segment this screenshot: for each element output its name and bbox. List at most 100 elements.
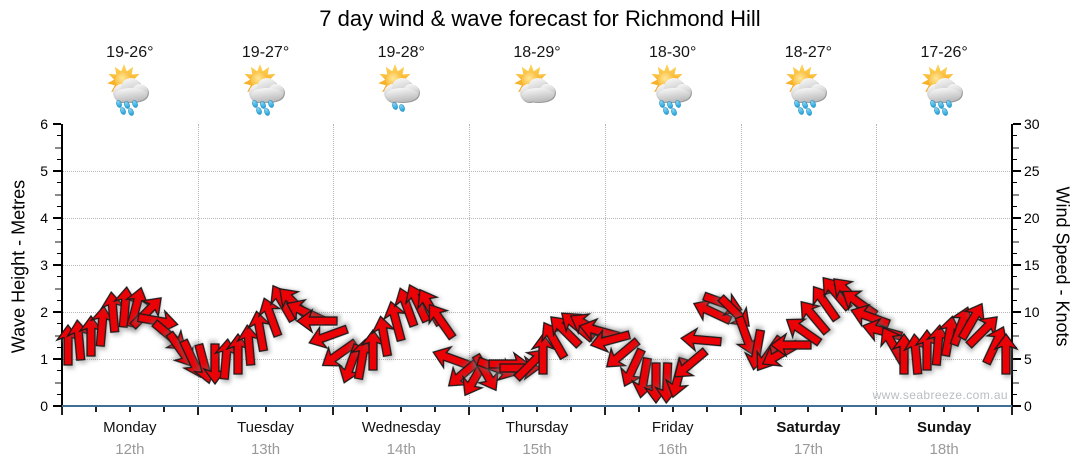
wind-arrow xyxy=(295,308,338,335)
left-axis-tick xyxy=(55,287,61,290)
left-axis-tick xyxy=(53,311,61,313)
right-axis-tick xyxy=(1013,170,1021,172)
x-axis-tick xyxy=(332,407,335,415)
left-axis-tick-label: 5 xyxy=(40,163,48,179)
day-name: Saturday xyxy=(776,419,841,436)
left-axis-tick xyxy=(55,146,61,149)
sun-cloud-showers-icon xyxy=(102,62,158,118)
x-axis-tick xyxy=(536,407,538,412)
temperature-range: 18-30° xyxy=(649,44,697,61)
left-axis-tick xyxy=(57,182,61,184)
left-axis-tick xyxy=(53,217,61,219)
wind-arrow xyxy=(605,337,641,368)
left-axis-tick xyxy=(53,358,61,360)
right-axis-tick-label: 5 xyxy=(1024,351,1032,367)
wind-arrow xyxy=(529,333,556,375)
sun-cloud-icon xyxy=(509,62,565,118)
wind-arrow xyxy=(679,327,722,353)
left-axis-tick xyxy=(57,323,61,325)
x-axis-tick xyxy=(298,407,301,412)
wind-arrow xyxy=(371,314,397,357)
right-axis-tick xyxy=(1013,323,1017,325)
x-axis-tick xyxy=(162,407,165,412)
day-name: Monday xyxy=(103,419,157,436)
x-axis-tick xyxy=(1011,407,1013,415)
day-date: 15th xyxy=(522,441,552,458)
right-axis-tick xyxy=(1013,334,1019,337)
right-axis-tick xyxy=(1013,205,1017,207)
left-axis-tick xyxy=(57,252,61,254)
left-axis-tick-label: 0 xyxy=(40,398,48,414)
right-axis-tick-label: 15 xyxy=(1024,257,1040,273)
right-axis-tick xyxy=(1013,276,1017,278)
wind-arrow xyxy=(382,301,408,343)
right-axis-tick xyxy=(1013,393,1017,395)
left-axis-tick xyxy=(55,193,61,196)
right-axis-tick-label: 30 xyxy=(1024,116,1040,132)
temperature-range: 19-26° xyxy=(106,44,154,61)
left-axis-tick xyxy=(57,346,61,348)
right-axis-title: Wind Speed - Knots xyxy=(1052,186,1073,347)
wind-arrow xyxy=(800,300,831,336)
left-axis-tick xyxy=(57,229,61,231)
horizontal-gridline xyxy=(62,171,1012,172)
left-axis-tick xyxy=(57,135,61,137)
wind-arrow xyxy=(246,310,273,352)
wind-arrow xyxy=(619,347,646,388)
day-name: Sunday xyxy=(917,419,972,436)
x-axis-tick xyxy=(128,407,131,412)
left-axis-tick xyxy=(57,370,61,372)
sun-cloud-light-showers-icon xyxy=(373,62,429,118)
left-axis-title: Wave Height - Metres xyxy=(8,179,29,354)
sun-cloud-showers-icon xyxy=(645,62,701,118)
x-axis-tick xyxy=(196,407,199,415)
x-axis-tick xyxy=(739,407,742,415)
right-axis-tick xyxy=(1013,240,1019,243)
x-axis-tick xyxy=(502,407,505,412)
wind-arrow xyxy=(785,318,823,347)
x-axis-tick xyxy=(61,407,63,415)
right-axis-tick xyxy=(1013,370,1017,372)
x-axis-tick xyxy=(841,407,844,412)
wind-arrow xyxy=(993,333,1019,375)
right-axis-tick xyxy=(1013,287,1019,290)
left-axis-tick xyxy=(53,405,61,407)
right-axis-tick-label: 10 xyxy=(1024,304,1040,320)
day-date: 16th xyxy=(658,441,688,458)
right-axis-tick xyxy=(1013,217,1021,219)
day-name: Tuesday xyxy=(237,419,295,436)
left-axis-tick-label: 6 xyxy=(40,116,48,132)
day-name: Wednesday xyxy=(361,419,441,436)
right-axis-tick xyxy=(1013,146,1019,149)
sun-cloud-showers-icon xyxy=(780,62,836,118)
right-axis-tick xyxy=(1013,229,1017,231)
right-axis-tick xyxy=(1013,381,1019,384)
day-date: 12th xyxy=(115,441,145,458)
right-axis-tick xyxy=(1013,311,1021,313)
x-axis-tick xyxy=(943,407,946,412)
left-axis-tick xyxy=(53,123,61,125)
x-axis-tick xyxy=(705,407,708,412)
left-axis-tick-label: 2 xyxy=(40,304,48,320)
watermark: www.seabreeze.com.au xyxy=(872,388,1008,402)
left-axis-tick xyxy=(55,381,61,384)
right-axis-tick xyxy=(1013,123,1021,125)
chart-title: 7 day wind & wave forecast for Richmond … xyxy=(319,6,761,31)
x-axis-tick xyxy=(671,407,674,412)
horizontal-gridline xyxy=(62,312,1012,313)
temperature-range: 18-29° xyxy=(513,44,561,61)
wind-arrow xyxy=(258,296,283,338)
right-axis-tick xyxy=(1013,299,1017,301)
right-axis-tick xyxy=(1013,358,1021,360)
wind-arrow xyxy=(428,304,457,341)
x-axis-line xyxy=(62,405,1012,407)
horizontal-gridline xyxy=(62,265,1012,266)
left-axis-line xyxy=(61,124,63,407)
sun-cloud-showers-icon xyxy=(916,62,972,118)
wind-arrow xyxy=(308,324,349,349)
day-date: 13th xyxy=(250,441,281,458)
horizontal-gridline xyxy=(62,218,1012,219)
x-axis-tick xyxy=(603,407,606,415)
x-axis-tick xyxy=(569,407,572,412)
right-axis-tick xyxy=(1013,264,1021,266)
